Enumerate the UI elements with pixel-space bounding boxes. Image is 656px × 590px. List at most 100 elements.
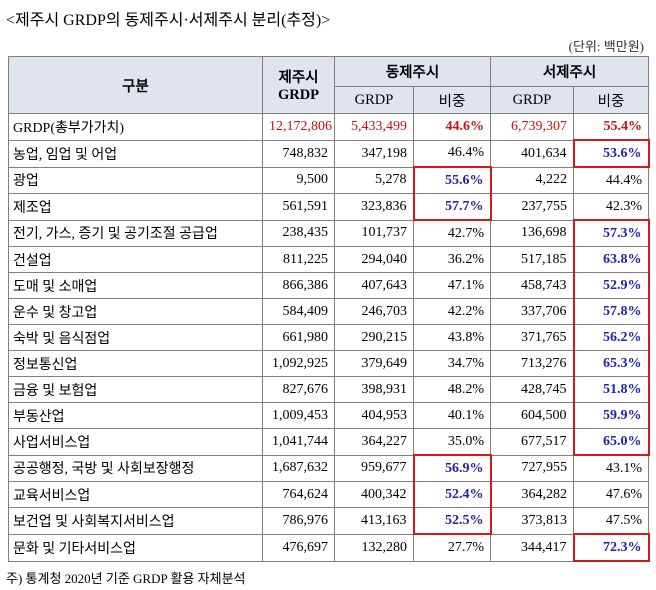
cell: 34.7% [413,350,491,377]
row-label: 도매 및 소매업 [8,272,263,299]
cell: 52.5% [412,507,492,535]
data-table: 구분 제주시 GRDP 동제주시 서제주시 GRDP 비중 GRDP 비중 GRD… [8,56,650,562]
row-label: 제조업 [8,193,263,221]
cell: 677,517 [490,428,574,456]
cell: 43.1% [573,454,649,482]
row-label: GRDP(총부가가치) [8,113,263,141]
cell: 727,955 [490,454,574,482]
cell: 476,697 [262,533,335,562]
header-east: 동제주시 [334,56,491,87]
cell: 47.5% [573,507,649,535]
cell: 4,222 [490,166,574,194]
table-row: 금융 및 보험업 827,676 398,931 48.2% 428,745 51.8% [8,376,650,403]
cell: 57.7% [412,193,492,221]
cell: 101,737 [334,219,414,247]
table-row: 보건업 및 사회복지서비스업 786,976 413,163 52.5% 373,813… [8,507,649,535]
cell: 42.3% [573,193,649,221]
row-label: 사업서비스업 [8,428,263,456]
cell: 238,435 [262,219,335,247]
table-row: 숙박 및 음식점업 661,980 290,215 43.8% 371,765 56.2% [8,324,650,351]
cell: 27.7% [413,533,491,562]
cell: 35.0% [413,428,491,456]
cell: 371,765 [490,324,574,351]
cell: 52.4% [412,481,492,508]
cell: 53.6% [572,139,650,168]
header-jeju-line: 제주시 [278,70,319,86]
cell: 52.9% [572,272,650,299]
header-sub: GRDP [490,86,574,114]
cell: 379,649 [334,350,414,377]
header-sub: GRDP [334,86,414,114]
row-label: 보건업 및 사회복지서비스업 [8,507,263,535]
cell: 1,092,925 [262,350,335,377]
cell: 65.0% [572,428,650,456]
cell: 132,280 [334,533,414,562]
cell: 42.7% [413,219,491,247]
cell: 40.1% [413,402,491,429]
cell: 56.2% [572,324,650,351]
row-label: 숙박 및 음식점업 [8,324,263,351]
row-label: 운수 및 창고업 [8,298,263,325]
cell: 136,698 [490,219,574,247]
header-category: 구분 [8,56,263,114]
cell: 43.8% [413,324,491,351]
table-row: 제조업 561,591 323,836 57.7% 237,755 42.3% [8,193,649,221]
cell: 57.8% [572,298,650,325]
cell: 1,009,453 [262,402,335,429]
cell: 413,163 [334,507,414,535]
table-row: 운수 및 창고업 584,409 246,703 42.2% 337,706 57.8% [8,298,650,325]
header-sub: 비중 [413,86,491,114]
row-label: 정보통신업 [8,350,263,377]
cell: 12,172,806 [262,113,335,141]
row-label: 교육서비스업 [8,481,263,508]
row-label: 광업 [8,166,263,194]
cell: 398,931 [334,376,414,403]
cell: 237,755 [490,193,574,221]
table-body: GRDP(총부가가치) 12,172,806 5,433,499 44.6% 6,739… [8,113,650,562]
cell: 5,433,499 [334,113,414,141]
cell: 404,953 [334,402,414,429]
table-row: 사업서비스업 1,041,744 364,227 35.0% 677,517 65.0% [8,428,650,456]
cell: 364,282 [490,481,574,508]
table-row: 교육서비스업 764,624 400,342 52.4% 364,282 47.6% [8,481,649,508]
cell: 72.3% [572,533,650,562]
cell: 55.4% [573,113,649,141]
cell: 55.6% [412,166,492,194]
cell: 364,227 [334,428,414,456]
table-row: GRDP(총부가가치) 12,172,806 5,433,499 44.6% 6,739… [8,113,649,141]
cell: 959,677 [334,454,414,482]
table-row: 문화 및 기타서비스업 476,697 132,280 27.7% 344,417 72.… [8,533,650,562]
cell: 46.4% [413,139,491,168]
header-jeju-line: GRDP [277,87,320,103]
cell: 786,976 [262,507,335,535]
row-label: 공공행정, 국방 및 사회보장행정 [8,454,263,482]
cell: 1,041,744 [262,428,335,456]
cell: 6,739,307 [490,113,574,141]
cell: 604,500 [490,402,574,429]
cell: 764,624 [262,481,335,508]
header-sub: 비중 [573,86,649,114]
cell: 584,409 [262,298,335,325]
cell: 1,687,632 [262,454,335,482]
cell: 48.2% [413,376,491,403]
cell: 36.2% [413,246,491,273]
table-row: 광업 9,500 5,278 55.6% 4,222 44.4% [8,166,649,194]
cell: 5,278 [334,166,414,194]
footnote: 주) 통계청 2020년 기준 GRDP 활용 자체분석 [6,571,246,586]
table-row: 도매 및 소매업 866,386 407,643 47.1% 458,743 52.9% [8,272,650,299]
cell: 344,417 [490,533,574,562]
cell: 44.6% [413,113,491,141]
row-label: 전기, 가스, 증기 및 공기조절 공급업 [8,219,263,247]
cell: 9,500 [262,166,335,194]
table-row: 부동산업 1,009,453 404,953 40.1% 604,500 59.9% [8,402,650,429]
cell: 65.3% [572,350,650,377]
row-label: 농업, 임업 및 어업 [8,139,263,168]
cell: 51.8% [572,376,650,403]
cell: 561,591 [262,193,335,221]
row-label: 문화 및 기타서비스업 [8,533,263,562]
cell: 401,634 [490,139,574,168]
cell: 56.9% [412,454,492,482]
cell: 428,745 [490,376,574,403]
cell: 713,276 [490,350,574,377]
